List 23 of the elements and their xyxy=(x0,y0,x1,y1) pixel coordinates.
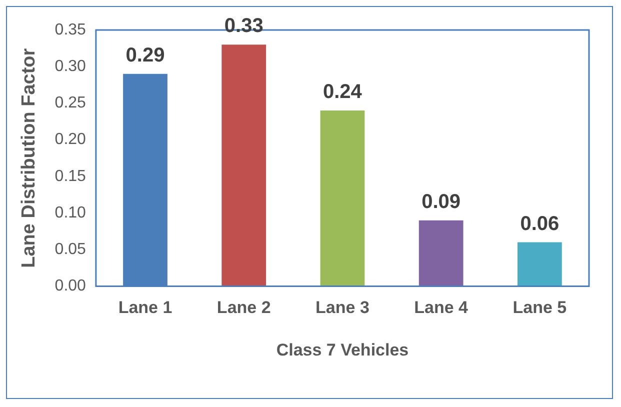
y-tick-label: 0.10 xyxy=(54,204,86,222)
y-tick-label: 0.25 xyxy=(54,94,86,112)
x-tick-label: Lane 3 xyxy=(316,298,370,318)
y-axis-title: Lane Distribution Factor xyxy=(18,48,40,268)
bar xyxy=(222,44,266,286)
data-label: 0.24 xyxy=(323,81,363,104)
bar xyxy=(320,110,365,286)
y-tick-label: 0.30 xyxy=(54,58,86,76)
x-tick-label: Lane 5 xyxy=(512,298,567,318)
bar xyxy=(518,242,562,286)
y-tick-label: 0.35 xyxy=(54,21,86,38)
data-label: 0.09 xyxy=(422,190,461,213)
y-tick-label: 0.20 xyxy=(54,131,86,148)
y-tick-label: 0.05 xyxy=(54,241,86,258)
y-tick-label: 0.15 xyxy=(54,168,86,185)
x-tick-label: Lane 2 xyxy=(216,298,271,318)
y-tick-label: 0.00 xyxy=(54,278,86,295)
x-tick-label: Lane 1 xyxy=(118,298,172,318)
x-axis-title: Class 7 Vehicles xyxy=(276,340,409,360)
bar xyxy=(418,220,464,286)
x-tick-label: Lane 4 xyxy=(414,298,469,318)
data-label: 0.29 xyxy=(126,44,165,66)
data-label: 0.06 xyxy=(520,212,560,235)
